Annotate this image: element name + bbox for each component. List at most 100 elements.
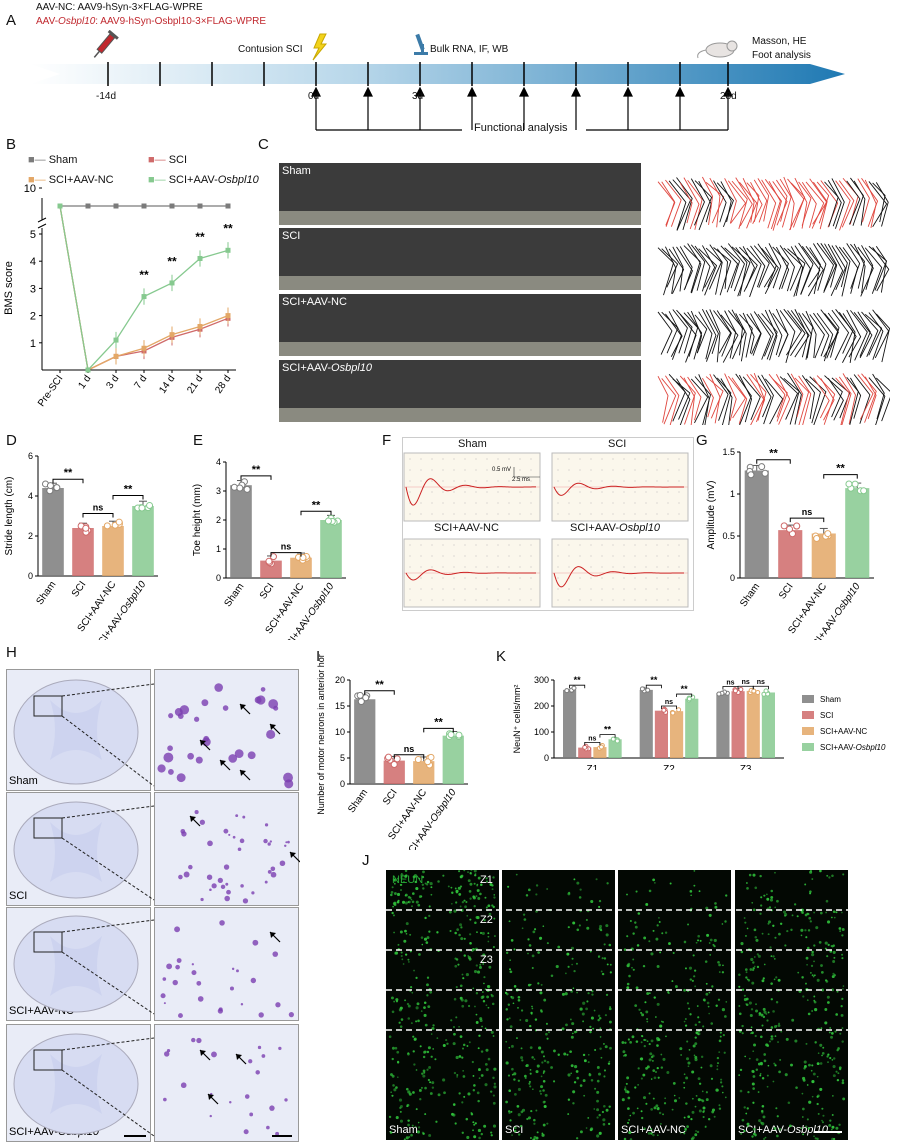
neun-cell [608,1105,611,1108]
neun-cell [822,1114,825,1117]
stick-stroke [779,178,792,228]
neun-cell [390,890,394,894]
nissl-cell [268,699,279,709]
neun-cell [580,1130,583,1134]
y-tick-label: 0 [28,571,33,581]
neun-cell [805,936,808,939]
neun-cell [664,1097,667,1100]
neun-cell [411,991,414,994]
neun-cell [646,1040,649,1043]
neun-cell [535,884,539,887]
neun-cell [704,1125,707,1129]
neun-cell [421,943,424,946]
neun-cell [752,1075,756,1078]
neun-cell [572,1090,576,1094]
neun-cell [491,888,494,891]
neun-cell [814,1137,817,1140]
grid-dot [519,469,521,471]
neun-cell [768,920,772,924]
neun-cell [468,1041,471,1044]
neun-cell [694,1023,698,1027]
neun-cell [541,1061,544,1064]
neun-cell [763,1010,767,1014]
neun-cell [473,882,476,885]
neun-cell [590,1079,594,1082]
neun-cell [516,1104,520,1108]
stick-stroke [753,372,766,423]
grid-dot [431,458,433,460]
stick-stroke [776,374,791,425]
neun-cell [407,1052,410,1055]
neun-cell [698,890,701,893]
stick-stroke [801,182,817,228]
stick-stroke [779,376,799,420]
grid-dot [464,480,466,482]
neun-cell [652,929,655,932]
neun-cell [535,1109,538,1112]
neun-cell [567,926,570,929]
nissl-cell [166,1049,171,1053]
neun-cell [740,1132,743,1135]
neun-cell [842,1097,846,1101]
neun-cell [759,1035,763,1039]
data-point [299,554,307,562]
bar-2 [102,526,124,576]
neun-cell [752,908,756,912]
bar-1 [778,530,803,578]
neun-cell [746,1122,750,1126]
neun-cell [458,1025,460,1028]
grid-dot [678,555,680,557]
neun-cell [452,1042,456,1046]
grid-dot [656,544,658,546]
neun-cell [512,1002,515,1005]
neun-cell [834,1030,837,1033]
neun-cell [626,1076,630,1080]
neun-cell [808,1063,811,1067]
neun-cell [598,905,601,908]
neun-cell [399,1110,402,1113]
neun-cell [690,894,693,897]
neun-cell [741,1024,744,1028]
neun-cell [492,1035,495,1037]
neun-cell [624,1086,627,1088]
neun-cell [479,963,482,966]
y-tick-label: 4 [28,491,33,501]
neun-cell [718,1039,722,1043]
neun-cell [829,1027,831,1029]
neun-cell [655,937,659,941]
significance-label: ns [665,699,673,706]
data-point [265,557,273,565]
neun-cell [741,988,745,991]
neun-cell [626,1090,630,1094]
stick-stroke [746,182,760,222]
series-point [113,203,119,209]
stick-stroke [750,182,763,224]
neun-cell [415,1020,418,1023]
neun-cell [459,885,462,888]
neun-cell [673,1099,678,1103]
neun-cell [542,1055,546,1058]
gray-matter [50,1054,102,1114]
neun-cell [628,1131,632,1135]
neun-cell [622,1054,625,1057]
neun-cell [595,878,598,881]
neun-cell [583,1094,586,1097]
neun-cell [582,1001,586,1005]
neun-cell [462,1043,466,1047]
grid-dot [519,458,521,460]
data-point [755,689,761,695]
neun-cell [801,976,804,979]
neun-cell [508,1046,511,1049]
neun-cell [493,917,496,920]
neun-cell [542,1072,545,1074]
nissl-cell [270,871,277,878]
neun-cell [790,1063,793,1067]
neun-cell [430,886,433,889]
neun-cell [688,1007,691,1010]
neun-cell [716,1056,720,1060]
grid-dot [519,555,521,557]
series-point [141,294,147,300]
neun-cell [432,1024,435,1027]
neun-cell [655,1071,657,1073]
neun-cell [813,944,816,947]
